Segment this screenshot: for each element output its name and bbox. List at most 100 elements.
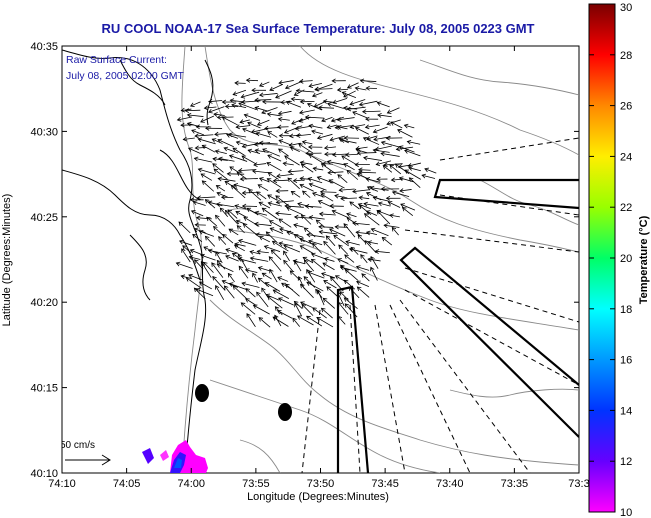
current-vector (392, 191, 410, 198)
current-vector (389, 214, 400, 218)
current-vector (215, 215, 226, 227)
current-vector-head (308, 123, 314, 129)
current-vector-head (268, 256, 274, 261)
current-vector (355, 87, 367, 91)
current-vector-head (252, 304, 258, 309)
current-vector-head (327, 170, 332, 176)
current-vector-head (213, 112, 218, 117)
current-vector-head (306, 268, 311, 274)
current-vector-head (364, 124, 370, 130)
current-vector-head (308, 239, 313, 245)
current-vector-head (358, 101, 364, 107)
current-vector-head (190, 209, 196, 215)
current-vector (243, 223, 258, 236)
current-vector-head (246, 313, 251, 318)
current-vector (271, 249, 282, 260)
y-axis-ticks: 40:35 40:30 40:25 40:20 40:15 40:10 (30, 41, 579, 480)
current-vector (242, 142, 260, 148)
current-vector-head (213, 168, 219, 173)
current-vector-head (334, 193, 339, 199)
current-vector (337, 117, 355, 121)
current-vector-head (206, 216, 211, 222)
current-vector-head (367, 257, 372, 262)
current-vector (292, 317, 301, 327)
current-vector-head (356, 150, 362, 156)
current-vector-head (257, 277, 263, 283)
current-vector-head (276, 124, 282, 130)
current-vector (239, 119, 250, 123)
current-vector (323, 100, 335, 103)
current-vector (364, 240, 377, 254)
current-vector (213, 168, 228, 180)
current-vector-head (176, 116, 182, 122)
current-vector-head (225, 254, 230, 260)
current-vector-head (238, 265, 244, 271)
current-vector (299, 116, 311, 122)
current-vector (377, 102, 390, 108)
current-vector (256, 291, 269, 308)
current-vector (206, 216, 218, 227)
current-vector-head (283, 244, 288, 249)
colorbar-tick-label: 28 (620, 50, 632, 62)
sst-patch (142, 440, 208, 473)
current-vector-head (235, 124, 241, 130)
current-vector-head (247, 121, 252, 127)
current-vector-head (337, 301, 343, 307)
current-vector (272, 240, 289, 252)
current-vector-head (361, 273, 366, 278)
current-vector (259, 142, 278, 145)
current-vector (224, 285, 235, 299)
current-vector-head (307, 270, 313, 276)
current-vector-head (332, 99, 338, 105)
current-vector-head (365, 230, 371, 236)
current-vector-head (300, 163, 306, 169)
current-vector-head (408, 166, 413, 171)
current-vector (408, 167, 421, 172)
current-vector (295, 125, 314, 130)
current-vector (202, 145, 216, 153)
current-vector (279, 228, 294, 234)
current-vector-head (184, 108, 190, 114)
current-vector (375, 145, 392, 150)
current-vector-head (363, 213, 369, 218)
current-vector (238, 169, 256, 172)
current-vector-head (205, 125, 210, 131)
current-vector-head (358, 195, 364, 201)
current-vector-head (344, 254, 349, 259)
current-vector-head (354, 126, 360, 132)
colorbar-tick-label: 26 (620, 101, 632, 113)
current-vector-head (195, 215, 201, 221)
current-vector (245, 298, 257, 306)
map-content: 50 cm/s (62, 46, 579, 473)
current-vector (220, 207, 229, 218)
current-vector-head (212, 275, 217, 281)
current-vector (241, 282, 260, 288)
current-vector-head (261, 109, 266, 115)
current-vector-head (337, 174, 342, 179)
current-vector-head (326, 159, 332, 165)
current-vector (200, 261, 212, 278)
current-vector-head (224, 104, 230, 109)
current-vector (287, 177, 300, 190)
current-vector-head (197, 167, 203, 173)
current-vector-head (275, 94, 280, 99)
current-vector-head (346, 106, 352, 112)
current-vector (200, 173, 213, 181)
current-vector (389, 164, 402, 175)
current-vector-head (360, 254, 365, 259)
current-vector (359, 196, 370, 200)
current-vector (306, 315, 323, 327)
current-vector (208, 201, 223, 207)
current-vector (346, 213, 357, 218)
current-vector-head (191, 129, 196, 134)
current-vector-head (224, 180, 230, 186)
current-vector-head (323, 145, 329, 151)
current-vector (254, 99, 272, 101)
current-vector (323, 241, 336, 255)
current-vector-head (278, 139, 284, 144)
colorbar-tick-label: 30 (620, 2, 632, 14)
current-vector-head (254, 97, 259, 103)
current-vector (338, 302, 349, 315)
current-vector (309, 183, 327, 191)
current-vector-head (403, 123, 409, 129)
